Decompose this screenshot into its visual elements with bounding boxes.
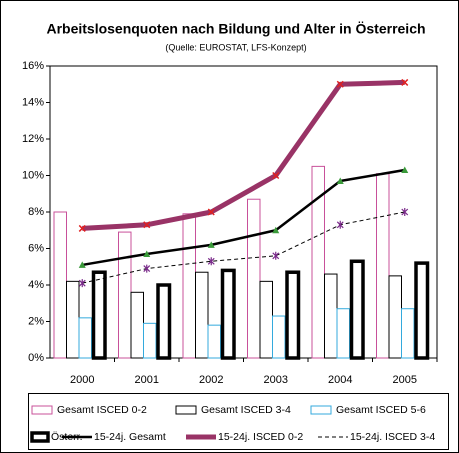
plot-area <box>49 65 438 359</box>
marker <box>336 80 344 88</box>
x-tick-label: 2002 <box>199 374 223 386</box>
legend-swatch <box>175 405 197 415</box>
y-tick-label: 6% <box>28 242 44 254</box>
bar <box>259 280 273 359</box>
legend-label: 15-24j. Gesamt <box>94 431 166 443</box>
marker <box>272 226 280 234</box>
bar <box>388 275 402 359</box>
legend-label: Gesamt ISCED 3-4 <box>201 404 291 416</box>
bar <box>66 280 80 359</box>
marker <box>143 221 151 229</box>
line <box>82 168 405 267</box>
legend-swatch <box>30 431 50 443</box>
bar <box>156 283 172 360</box>
legend-swatch <box>31 405 53 415</box>
x-tick-label: 2000 <box>70 374 94 386</box>
chart-title: Arbeitslosenquoten nach Bildung und Alte… <box>46 21 425 37</box>
bar <box>207 324 221 359</box>
marker <box>143 264 151 273</box>
bar <box>401 308 415 359</box>
bar <box>91 270 107 360</box>
y-tick-label: 8% <box>28 206 44 218</box>
y-tick-label: 0% <box>28 352 44 364</box>
marker <box>143 250 151 257</box>
bar <box>414 261 430 360</box>
bar <box>324 273 338 359</box>
legend-label: Gesamt ISCED 0-2 <box>57 404 147 416</box>
x-tick-label: 2005 <box>393 374 417 386</box>
legend-swatch <box>310 405 332 415</box>
marker <box>78 261 86 268</box>
bar <box>143 322 157 359</box>
y-tick-label: 2% <box>28 315 44 327</box>
bar <box>220 268 236 360</box>
y-tick-label: 14% <box>22 96 44 108</box>
marker <box>207 208 215 216</box>
bar <box>118 231 132 359</box>
marker <box>78 279 86 288</box>
bar <box>336 308 350 359</box>
bar <box>311 165 325 359</box>
x-tick-label: 2004 <box>328 374 352 386</box>
marker <box>401 78 409 86</box>
marker <box>207 257 215 266</box>
x-tick-label: 2001 <box>135 374 159 386</box>
marker <box>401 208 409 216</box>
bar <box>349 259 365 360</box>
y-tick-label: 16% <box>22 60 44 72</box>
marker <box>272 251 280 260</box>
bar <box>53 211 67 359</box>
legend-label: 15-24j. ISCED 3-4 <box>350 431 435 443</box>
marker <box>272 171 280 180</box>
bar <box>376 173 390 359</box>
marker <box>207 241 215 248</box>
y-tick-label: 10% <box>22 169 44 181</box>
bar <box>182 213 196 359</box>
bar <box>272 315 286 359</box>
bar <box>130 291 144 359</box>
line <box>82 79 405 231</box>
bar <box>247 198 261 359</box>
marker <box>336 177 344 184</box>
marker <box>336 220 344 229</box>
bar <box>78 317 92 359</box>
line <box>82 211 405 284</box>
legend-box <box>28 393 449 450</box>
marker <box>78 224 86 232</box>
legend-label: Gesamt ISCED 5-6 <box>336 404 426 416</box>
marker <box>401 166 409 174</box>
chart-subtitle: (Quelle: EUROSTAT, LFS-Konzept) <box>165 42 306 52</box>
y-tick-label: 4% <box>28 279 44 291</box>
y-tick-label: 12% <box>22 133 44 145</box>
legend-label: 15-24j. ISCED 0-2 <box>218 431 303 443</box>
bar <box>285 270 301 360</box>
x-tick-label: 2003 <box>264 374 288 386</box>
bar <box>195 271 209 359</box>
